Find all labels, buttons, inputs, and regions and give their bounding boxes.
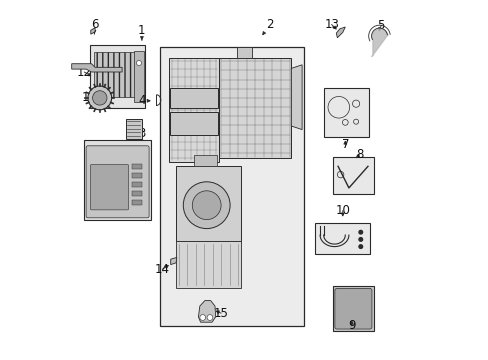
- Bar: [132, 173, 142, 178]
- Circle shape: [136, 60, 141, 66]
- Text: 15: 15: [213, 307, 228, 320]
- Text: 2: 2: [262, 18, 273, 35]
- Circle shape: [206, 315, 212, 320]
- Text: 5: 5: [377, 19, 384, 32]
- Bar: [314, 223, 370, 254]
- FancyBboxPatch shape: [86, 146, 149, 218]
- Circle shape: [192, 191, 221, 220]
- Bar: [132, 182, 142, 187]
- Polygon shape: [170, 257, 177, 265]
- Text: 3: 3: [138, 127, 145, 143]
- Bar: [332, 286, 373, 331]
- Text: 9: 9: [347, 319, 355, 332]
- Text: 12: 12: [77, 66, 92, 78]
- Text: 13: 13: [324, 18, 338, 31]
- Circle shape: [183, 182, 230, 229]
- FancyBboxPatch shape: [334, 288, 371, 329]
- Polygon shape: [168, 58, 219, 162]
- Bar: [170, 88, 218, 108]
- Circle shape: [358, 245, 362, 248]
- Bar: [170, 112, 218, 135]
- Circle shape: [358, 238, 362, 241]
- Polygon shape: [194, 155, 217, 166]
- Polygon shape: [237, 47, 251, 58]
- Polygon shape: [176, 241, 241, 288]
- Bar: [134, 51, 144, 102]
- Polygon shape: [219, 58, 291, 158]
- FancyBboxPatch shape: [90, 165, 128, 210]
- Bar: [132, 164, 142, 169]
- Polygon shape: [336, 27, 345, 38]
- Polygon shape: [91, 28, 95, 34]
- Bar: [323, 88, 368, 137]
- Bar: [84, 140, 151, 220]
- Circle shape: [358, 230, 362, 234]
- Circle shape: [92, 91, 107, 105]
- Bar: [132, 200, 142, 205]
- Polygon shape: [176, 166, 241, 241]
- Polygon shape: [160, 47, 303, 326]
- Text: 4: 4: [138, 94, 150, 107]
- Text: 6: 6: [90, 18, 98, 34]
- Text: 1: 1: [138, 24, 145, 40]
- Text: 14: 14: [155, 263, 169, 276]
- Circle shape: [200, 315, 205, 320]
- Bar: [94, 52, 135, 97]
- Text: 8: 8: [355, 148, 363, 161]
- Bar: [132, 191, 142, 196]
- Bar: [125, 119, 142, 139]
- Text: 10: 10: [335, 204, 349, 217]
- Text: 7: 7: [341, 138, 348, 150]
- Circle shape: [88, 86, 111, 110]
- Bar: [332, 157, 373, 194]
- Polygon shape: [291, 65, 302, 130]
- Text: 11: 11: [81, 91, 96, 104]
- Polygon shape: [198, 301, 215, 322]
- Polygon shape: [72, 64, 122, 72]
- Bar: [89, 45, 145, 108]
